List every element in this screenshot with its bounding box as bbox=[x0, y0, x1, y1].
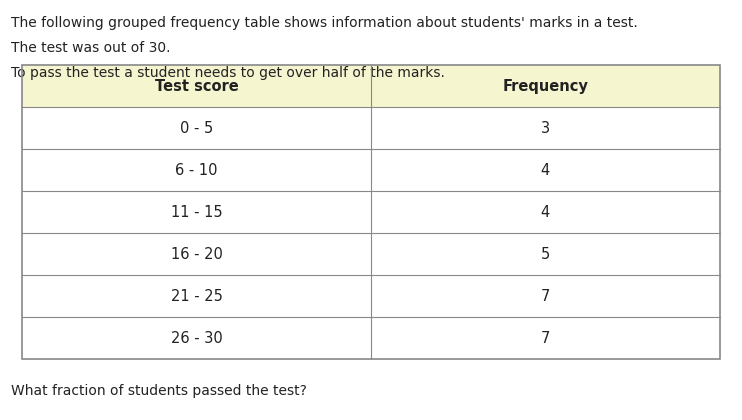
Text: 5: 5 bbox=[541, 247, 550, 262]
Text: The test was out of 30.: The test was out of 30. bbox=[11, 41, 171, 55]
Text: To pass the test a student needs to get over half of the marks.: To pass the test a student needs to get … bbox=[11, 66, 445, 80]
Text: 6 - 10: 6 - 10 bbox=[175, 163, 218, 178]
Text: 0 - 5: 0 - 5 bbox=[180, 121, 213, 136]
Text: What fraction of students passed the test?: What fraction of students passed the tes… bbox=[11, 384, 307, 398]
Bar bbox=[22, 65, 720, 107]
Text: 16 - 20: 16 - 20 bbox=[171, 247, 223, 262]
Text: The following grouped frequency table shows information about students' marks in: The following grouped frequency table sh… bbox=[11, 16, 638, 30]
Text: 7: 7 bbox=[541, 331, 550, 346]
Text: 11 - 15: 11 - 15 bbox=[171, 205, 223, 220]
Bar bbox=[22, 65, 720, 359]
Text: Test score: Test score bbox=[155, 79, 238, 94]
Text: Frequency: Frequency bbox=[502, 79, 588, 94]
Text: 26 - 30: 26 - 30 bbox=[171, 331, 223, 346]
Text: 4: 4 bbox=[541, 163, 550, 178]
Text: 3: 3 bbox=[541, 121, 550, 136]
Text: 4: 4 bbox=[541, 205, 550, 220]
Text: 7: 7 bbox=[541, 289, 550, 304]
Text: 21 - 25: 21 - 25 bbox=[171, 289, 223, 304]
